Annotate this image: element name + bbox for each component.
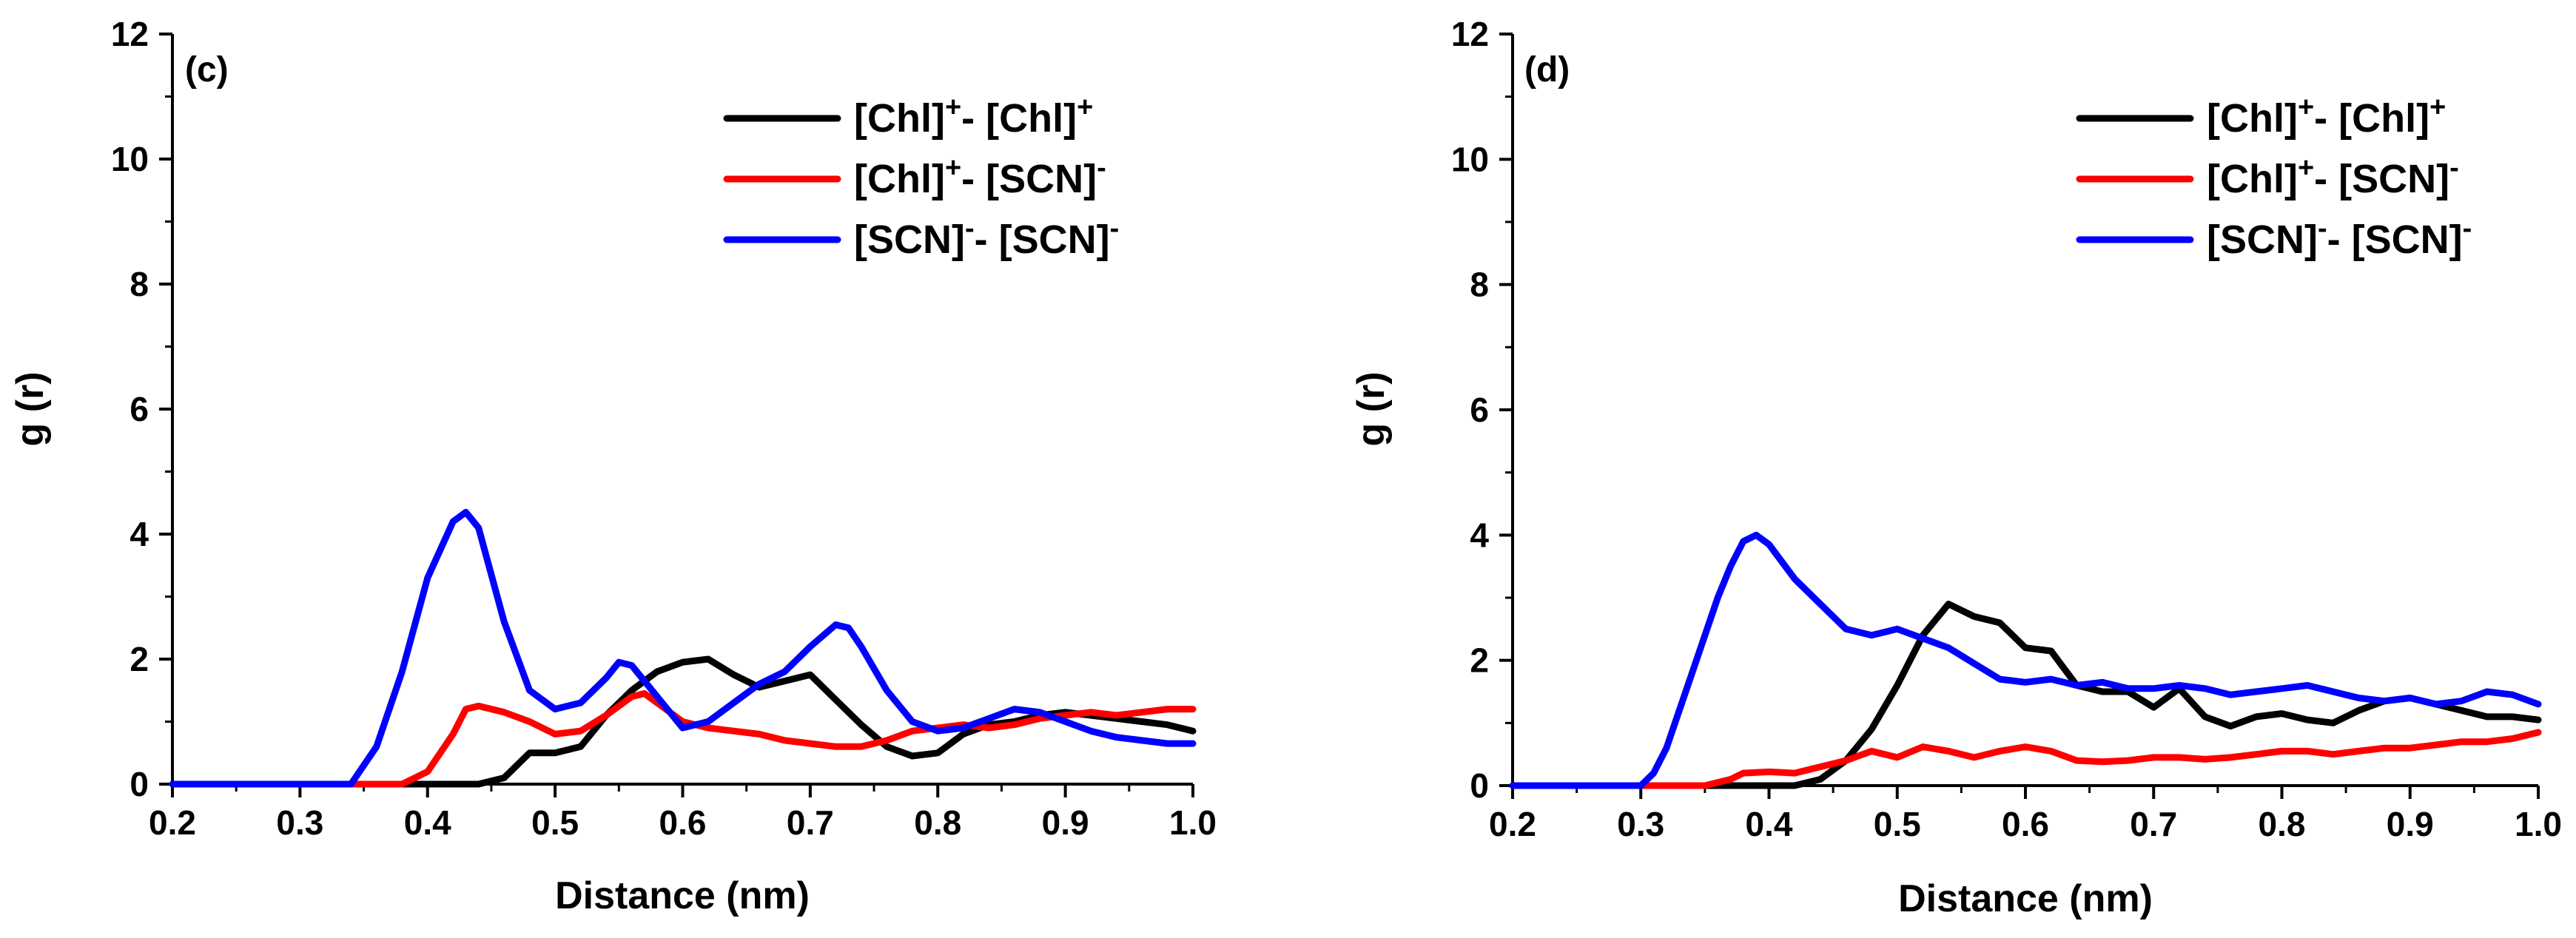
- y-tick-label: 12: [111, 15, 149, 53]
- y-tick-label: 0: [130, 765, 149, 803]
- y-tick-label: 12: [1451, 15, 1489, 53]
- x-tick-label: 0.5: [1874, 805, 1921, 843]
- y-tick-label: 8: [130, 265, 149, 303]
- legend-label-2: [SCN]-- [SCN]-: [854, 213, 1119, 262]
- legend-label-1: [Chl]+- [SCN]-: [2207, 152, 2459, 201]
- y-tick-label: 6: [130, 390, 149, 428]
- x-tick-label: 0.3: [276, 803, 323, 842]
- x-tick-label: 1.0: [2515, 805, 2562, 843]
- y-tick-label: 6: [1470, 391, 1489, 429]
- legend-label-0: [Chl]+- [Chl]+: [854, 92, 1093, 141]
- x-tick-label: 0.3: [1617, 805, 1664, 843]
- series-line-2: [1509, 531, 2542, 789]
- x-tick-label: 0.7: [2130, 805, 2177, 843]
- x-tick-label: 0.2: [149, 803, 196, 842]
- series-line-2: [169, 508, 1197, 788]
- x-tick-label: 0.5: [531, 803, 579, 842]
- panel-d-chart: 0 2 4 6 8 10 12 0.2 0.3 0.4 0.5 0.6 0.7 0.8 0.9 1.0 Dist…: [1350, 15, 2562, 920]
- x-axis-label: Distance (nm): [555, 874, 810, 917]
- x-tick-label: 0.9: [2387, 805, 2434, 843]
- x-tick-label: 0.4: [1746, 805, 1793, 843]
- y-tick-label: 2: [1470, 641, 1489, 680]
- x-tick-label: 0.9: [1042, 803, 1089, 842]
- y-tick-label: 8: [1470, 266, 1489, 304]
- panel-c-chart: 0 2 4 6 8 10 12 0.2 0.3 0.4 0.5 0.6 0.7 0.8 0.9 1.0 Dist…: [9, 15, 1217, 917]
- x-tick-label: 0.6: [2002, 805, 2049, 843]
- legend-label-2: [SCN]-- [SCN]-: [2207, 213, 2472, 262]
- x-tick-label: 1.0: [1169, 803, 1217, 842]
- y-tick-label: 4: [1470, 516, 1489, 554]
- y-tick-label: 10: [1451, 140, 1489, 178]
- x-tick-label: 0.8: [2259, 805, 2306, 843]
- x-tick-label: 0.8: [914, 803, 961, 842]
- panel-label: (c): [185, 50, 229, 90]
- y-tick-label: 10: [111, 140, 149, 178]
- x-tick-label: 0.2: [1489, 805, 1536, 843]
- legend-label-0: [Chl]+- [Chl]+: [2207, 92, 2446, 141]
- x-tick-label: 0.7: [787, 803, 834, 842]
- y-tick-label: 0: [1470, 766, 1489, 805]
- x-tick-label: 0.6: [659, 803, 707, 842]
- series-line-0: [1509, 601, 2542, 789]
- legend-label-1: [Chl]+- [SCN]-: [854, 152, 1106, 201]
- y-axis-label: g (r): [1350, 371, 1393, 446]
- panel-label: (d): [1524, 50, 1570, 90]
- x-tick-label: 0.4: [404, 803, 451, 842]
- series-line-1: [169, 690, 1197, 788]
- y-axis-label: g (r): [9, 371, 52, 446]
- y-tick-label: 2: [130, 640, 149, 678]
- series-line-1: [1509, 729, 2542, 789]
- x-axis-label: Distance (nm): [1898, 877, 2153, 920]
- y-tick-label: 4: [130, 515, 149, 553]
